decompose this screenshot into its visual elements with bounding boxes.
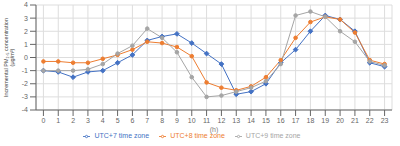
svg-text:13: 13 [232, 117, 240, 124]
svg-text:16: 16 [277, 117, 285, 124]
svg-text:7: 7 [145, 117, 149, 124]
svg-text:-1: -1 [22, 67, 28, 74]
html-text:UTC+9 time zone: UTC+9 time zone [245, 132, 301, 139]
svg-text:22: 22 [366, 117, 374, 124]
svg-text:9: 9 [175, 117, 179, 124]
svg-text:4: 4 [101, 117, 105, 124]
html-text:UTC+7 time zone: UTC+7 time zone [94, 132, 150, 139]
svg-text:0: 0 [41, 117, 45, 124]
svg-text:-3: -3 [22, 93, 28, 100]
svg-text:-2: -2 [22, 80, 28, 87]
svg-text:(h): (h) [210, 126, 219, 134]
svg-text:21: 21 [351, 117, 359, 124]
svg-text:18: 18 [307, 117, 315, 124]
svg-text:10: 10 [188, 117, 196, 124]
svg-text:5: 5 [116, 117, 120, 124]
svg-text:23: 23 [381, 117, 389, 124]
svg-text:2: 2 [71, 117, 75, 124]
svg-text:6: 6 [130, 117, 134, 124]
svg-text:11: 11 [203, 117, 210, 124]
svg-text:0: 0 [24, 54, 28, 61]
svg-text:3: 3 [86, 117, 90, 124]
svg-text:20: 20 [336, 117, 344, 124]
svg-text:4: 4 [24, 1, 28, 8]
html-text:UTC+8 time zone: UTC+8 time zone [170, 132, 225, 139]
svg-text:8: 8 [160, 117, 164, 124]
svg-text:1: 1 [24, 41, 28, 48]
svg-text:-4: -4 [22, 106, 28, 113]
svg-text:2: 2 [24, 28, 28, 35]
svg-text:12: 12 [218, 117, 226, 124]
svg-text:14: 14 [247, 117, 255, 124]
svg-text:15: 15 [262, 117, 270, 124]
svg-text:3: 3 [24, 15, 28, 22]
svg-text:17: 17 [292, 117, 300, 124]
svg-text:1: 1 [56, 117, 60, 124]
svg-text:Incremental PM₂.₅ concentratio: Incremental PM₂.₅ concentration(μg/m³) [8, 18, 15, 97]
svg-text:19: 19 [321, 117, 329, 124]
